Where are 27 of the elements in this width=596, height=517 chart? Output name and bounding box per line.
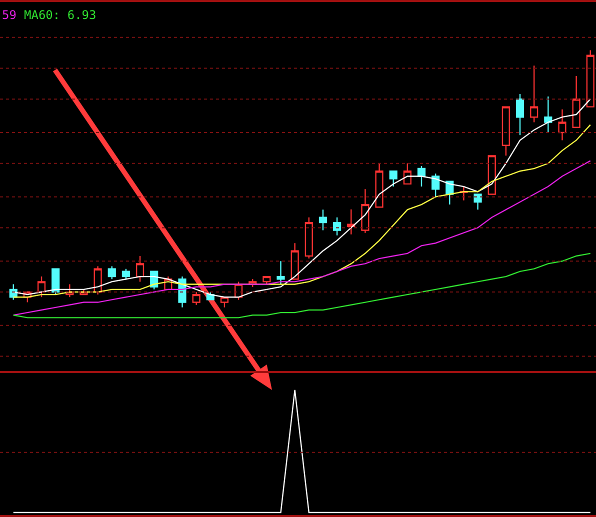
candlestick — [530, 65, 538, 123]
candlestick — [122, 268, 130, 280]
candlestick — [558, 108, 566, 141]
candlestick — [318, 209, 328, 231]
candlestick — [192, 291, 200, 306]
candlestick — [361, 188, 370, 234]
candlestick — [516, 93, 524, 136]
candlestick — [572, 75, 580, 128]
candlestick — [502, 106, 510, 156]
candlestick — [347, 208, 356, 235]
candlestick — [94, 266, 102, 296]
text: 59 — [2, 8, 16, 22]
candlestick — [52, 268, 60, 296]
candlestick — [136, 255, 144, 282]
candlestick — [276, 260, 285, 285]
candlestick — [262, 276, 271, 285]
candlestick — [389, 170, 398, 188]
candlestick — [333, 216, 342, 236]
candlestick — [432, 173, 440, 198]
candlestick — [375, 162, 384, 208]
candlestick — [108, 266, 116, 280]
candlestick — [474, 194, 482, 210]
candlestick — [304, 216, 313, 260]
candlestick — [488, 155, 496, 195]
candlestick — [544, 96, 552, 134]
text: MA60: 6.93 — [24, 8, 96, 22]
candlestick — [290, 242, 299, 280]
